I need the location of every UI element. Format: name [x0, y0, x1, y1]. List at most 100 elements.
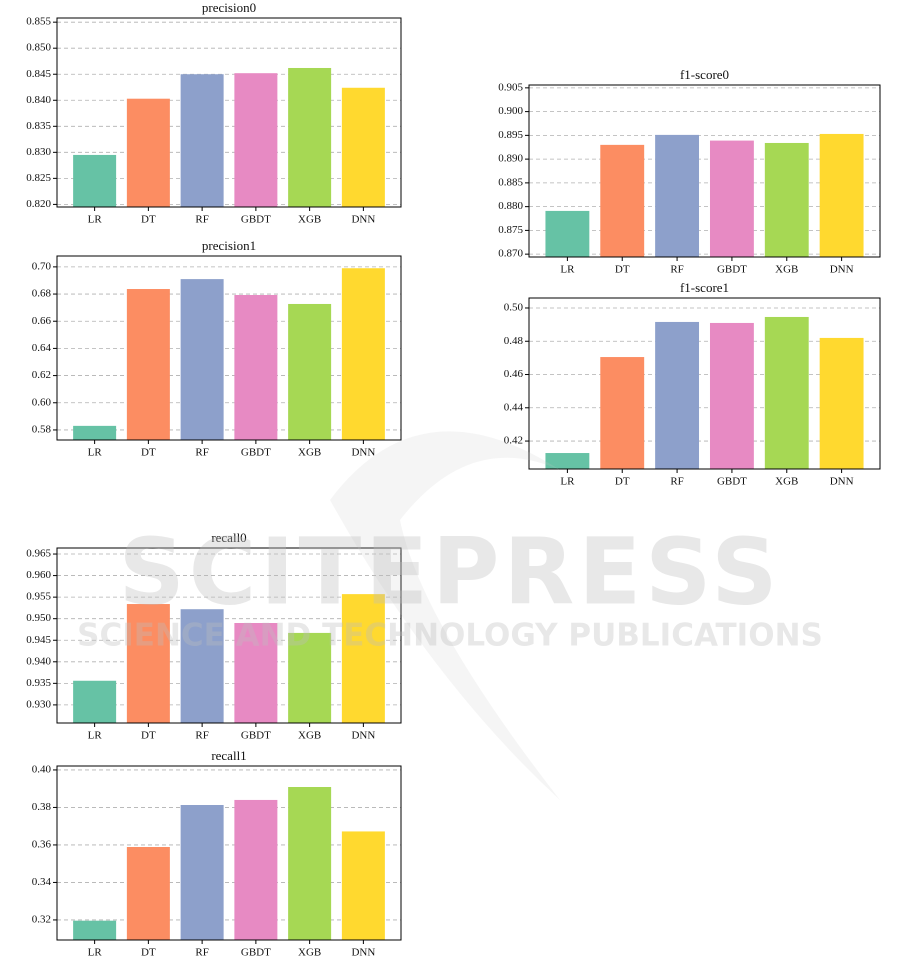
x-tick-label: DNN	[351, 730, 375, 742]
x-tick-label: GBDT	[241, 947, 271, 959]
x-tick-label: XGB	[298, 947, 321, 959]
bar	[764, 316, 809, 469]
y-tick-label: 0.60	[32, 396, 52, 408]
charts: precision0 0.820 0.825 0.830 0.835 0.840 0.845…	[26, 0, 881, 959]
bar	[126, 98, 170, 207]
y-tick-label: 0.850	[26, 42, 51, 54]
bar	[73, 154, 117, 207]
watermark-swoosh	[330, 431, 560, 800]
x-tick-label: DNN	[830, 264, 854, 276]
bar	[341, 268, 385, 440]
y-tick-label: 0.48	[504, 335, 524, 347]
plot-frame	[528, 297, 881, 470]
bar	[73, 425, 117, 440]
x-tick-label: GBDT	[241, 214, 271, 226]
y-tick-label: 0.66	[32, 315, 52, 327]
bar	[180, 74, 224, 207]
x-tick-label: LR	[88, 214, 103, 226]
x-tick-label: DNN	[830, 476, 854, 488]
y-tick-label: 0.32	[32, 913, 51, 925]
y-tick-label: 0.870	[498, 248, 523, 260]
x-tick-label: DT	[141, 947, 156, 959]
bar	[764, 142, 809, 257]
bar	[655, 321, 700, 469]
y-tick-label: 0.34	[32, 876, 52, 888]
bar	[180, 805, 224, 940]
x-tick-label: GBDT	[717, 476, 747, 488]
bar	[234, 295, 278, 440]
bar	[180, 609, 224, 723]
bar	[288, 632, 332, 723]
chart-title: f1-score1	[680, 280, 729, 295]
y-tick-label: 0.895	[498, 129, 523, 141]
x-tick-label: RF	[195, 730, 208, 742]
y-tick-label: 0.935	[26, 677, 51, 689]
x-tick-label: DT	[141, 447, 156, 459]
bar	[600, 144, 645, 257]
x-tick-label: RF	[195, 447, 208, 459]
y-tick-label: 0.965	[26, 548, 51, 560]
bar	[234, 623, 278, 723]
bar	[819, 337, 864, 469]
x-tick-label: LR	[88, 447, 103, 459]
y-tick-label: 0.905	[498, 81, 523, 93]
x-tick-label: XGB	[298, 214, 321, 226]
x-tick-label: DT	[141, 730, 156, 742]
y-tick-label: 0.880	[498, 200, 523, 212]
x-tick-label: DNN	[351, 947, 375, 959]
bar	[341, 87, 385, 207]
x-tick-label: LR	[88, 947, 103, 959]
y-tick-label: 0.64	[32, 342, 52, 354]
bar	[709, 140, 754, 257]
y-tick-label: 0.70	[32, 260, 52, 272]
y-tick-label: 0.44	[504, 401, 524, 413]
bar	[73, 680, 117, 723]
chart-title: recall1	[211, 748, 246, 763]
bar	[341, 594, 385, 723]
y-tick-label: 0.885	[498, 176, 523, 188]
bar	[341, 831, 385, 940]
bar	[545, 453, 590, 469]
y-tick-label: 0.38	[32, 801, 52, 813]
bar	[126, 847, 170, 940]
bar	[234, 799, 278, 940]
x-tick-label: DT	[615, 476, 630, 488]
y-tick-label: 0.945	[26, 634, 51, 646]
x-tick-label: XGB	[775, 264, 798, 276]
y-tick-label: 0.955	[26, 591, 51, 603]
y-tick-label: 0.68	[32, 288, 52, 300]
x-tick-label: DT	[141, 214, 156, 226]
y-tick-label: 0.930	[26, 698, 51, 710]
x-tick-label: RF	[670, 264, 683, 276]
bar	[709, 322, 754, 469]
y-tick-label: 0.855	[26, 16, 51, 28]
y-tick-label: 0.840	[26, 94, 51, 106]
bar	[288, 67, 332, 207]
bar	[655, 134, 700, 257]
y-tick-label: 0.940	[26, 655, 51, 667]
y-tick-label: 0.845	[26, 68, 51, 80]
bar	[73, 920, 117, 940]
x-tick-label: XGB	[775, 476, 798, 488]
bar	[288, 303, 332, 440]
x-tick-label: RF	[195, 214, 208, 226]
x-tick-label: DNN	[351, 447, 375, 459]
y-tick-label: 0.960	[26, 569, 51, 581]
y-tick-label: 0.825	[26, 172, 51, 184]
chart-title: f1-score0	[680, 67, 729, 82]
x-tick-label: LR	[560, 264, 575, 276]
y-tick-label: 0.820	[26, 198, 51, 210]
bar	[126, 604, 170, 723]
plot-frame	[56, 17, 402, 208]
y-tick-label: 0.40	[32, 763, 52, 775]
chart-title: recall0	[211, 530, 246, 545]
x-tick-label: LR	[88, 730, 103, 742]
bar	[234, 73, 278, 207]
y-tick-label: 0.62	[32, 369, 51, 381]
y-tick-label: 0.36	[32, 838, 52, 850]
watermark-title: SCITEPRESS	[118, 518, 781, 625]
bar	[288, 787, 332, 940]
bar	[600, 357, 645, 469]
x-tick-label: DT	[615, 264, 630, 276]
y-tick-label: 0.42	[504, 435, 523, 447]
